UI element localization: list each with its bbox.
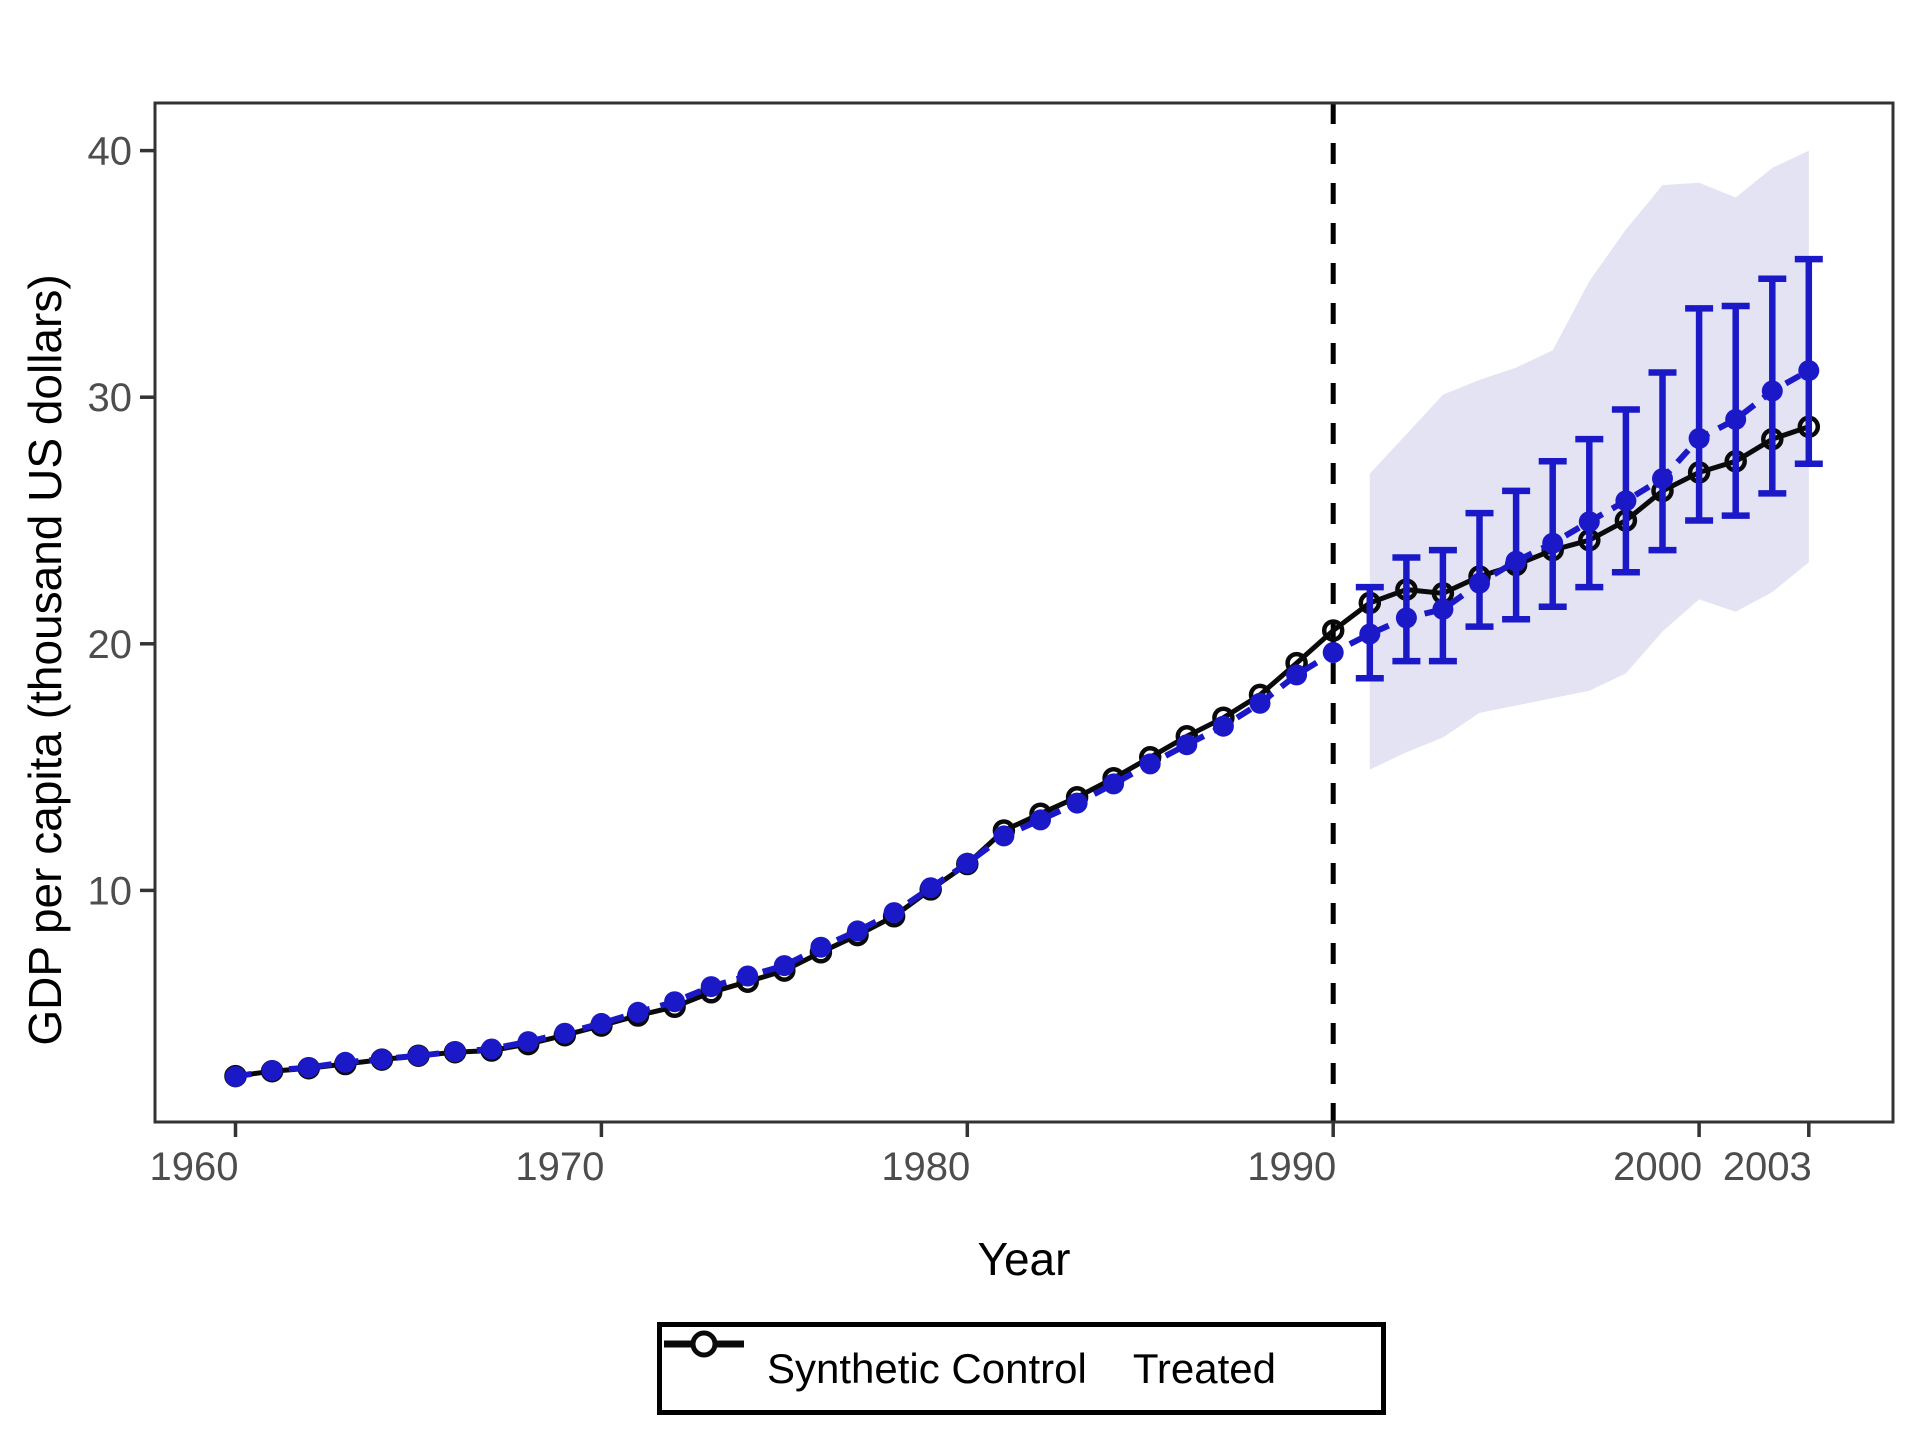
synthetic-point bbox=[261, 1060, 283, 1081]
synthetic-point bbox=[1578, 511, 1600, 533]
synthetic-point bbox=[1725, 408, 1747, 430]
synthetic-point bbox=[1761, 380, 1783, 402]
synthetic-point bbox=[1432, 598, 1454, 620]
synthetic-point bbox=[371, 1048, 393, 1070]
synthetic-point bbox=[334, 1051, 356, 1073]
synthetic-point bbox=[444, 1041, 466, 1063]
x-tick-label: 1960 bbox=[150, 1145, 239, 1189]
x-tick-label: 2003 bbox=[1723, 1145, 1812, 1189]
treated-point bbox=[1321, 619, 1345, 642]
y-tick-label: 20 bbox=[88, 623, 133, 667]
synthetic-point bbox=[1469, 572, 1490, 594]
synthetic-point bbox=[810, 936, 832, 958]
synthetic-point bbox=[1176, 734, 1198, 756]
treated-key-icon bbox=[664, 1330, 744, 1358]
synthetic-point bbox=[956, 852, 978, 874]
synthetic-point bbox=[847, 920, 868, 942]
legend-label-treated: Treated bbox=[1132, 1344, 1276, 1392]
synthetic-point bbox=[883, 902, 905, 924]
synthetic-point bbox=[298, 1057, 320, 1078]
synthetic-point bbox=[1103, 773, 1125, 795]
y-tick-label: 30 bbox=[88, 376, 133, 420]
synthetic-point bbox=[737, 965, 759, 987]
synthetic-point bbox=[407, 1045, 429, 1067]
synthetic-point bbox=[1030, 809, 1051, 831]
legend-box: Synthetic Control Treated bbox=[657, 1322, 1386, 1415]
synthetic-point bbox=[1652, 468, 1673, 490]
synthetic-point bbox=[1286, 664, 1308, 686]
synthetic-point bbox=[700, 976, 722, 998]
x-tick-label: 2000 bbox=[1613, 1145, 1702, 1189]
legend-item-synthetic: Synthetic Control bbox=[664, 1331, 1087, 1393]
synthetic-point bbox=[1798, 360, 1820, 382]
synthetic-point bbox=[225, 1066, 246, 1088]
x-tick-label: 1990 bbox=[1247, 1145, 1336, 1189]
legend-item-treated: Treated bbox=[664, 1330, 1276, 1393]
synthetic-point bbox=[920, 877, 942, 899]
error-bar bbox=[1465, 509, 1494, 630]
synthetic-point bbox=[1359, 623, 1381, 645]
error-bar bbox=[1648, 369, 1677, 554]
legend-label-synthetic: Synthetic Control bbox=[766, 1344, 1087, 1392]
synthetic-point bbox=[627, 1001, 649, 1023]
synthetic-point bbox=[1322, 642, 1344, 663]
synthetic-point bbox=[1212, 715, 1234, 737]
synthetic-point bbox=[481, 1038, 503, 1060]
synthetic-point bbox=[1505, 550, 1527, 572]
y-tick-label: 40 bbox=[88, 130, 133, 174]
synthetic-point bbox=[1688, 427, 1710, 449]
error-bar bbox=[1685, 305, 1714, 524]
synthetic-point bbox=[590, 1012, 612, 1034]
synthetic-point bbox=[554, 1022, 576, 1044]
synthetic-point bbox=[993, 825, 1015, 847]
y-tick-label: 10 bbox=[88, 869, 133, 913]
x-axis-title: Year bbox=[977, 1233, 1071, 1285]
synthetic-point bbox=[1139, 753, 1161, 775]
synthetic-point bbox=[664, 991, 686, 1013]
synthetic-point bbox=[773, 955, 795, 977]
synthetic-point bbox=[1542, 532, 1564, 554]
synthetic-point bbox=[1249, 692, 1271, 714]
synthetic-point bbox=[517, 1031, 539, 1053]
synthetic-point bbox=[1066, 792, 1088, 814]
x-tick-label: 1980 bbox=[881, 1145, 970, 1189]
synthetic-point bbox=[1395, 607, 1417, 629]
synthetic-point bbox=[1615, 490, 1637, 512]
y-axis-title: GDP per capita (thousand US dollars) bbox=[19, 274, 71, 1046]
x-tick-label: 1970 bbox=[515, 1145, 604, 1189]
panel-border bbox=[153, 101, 1895, 1124]
